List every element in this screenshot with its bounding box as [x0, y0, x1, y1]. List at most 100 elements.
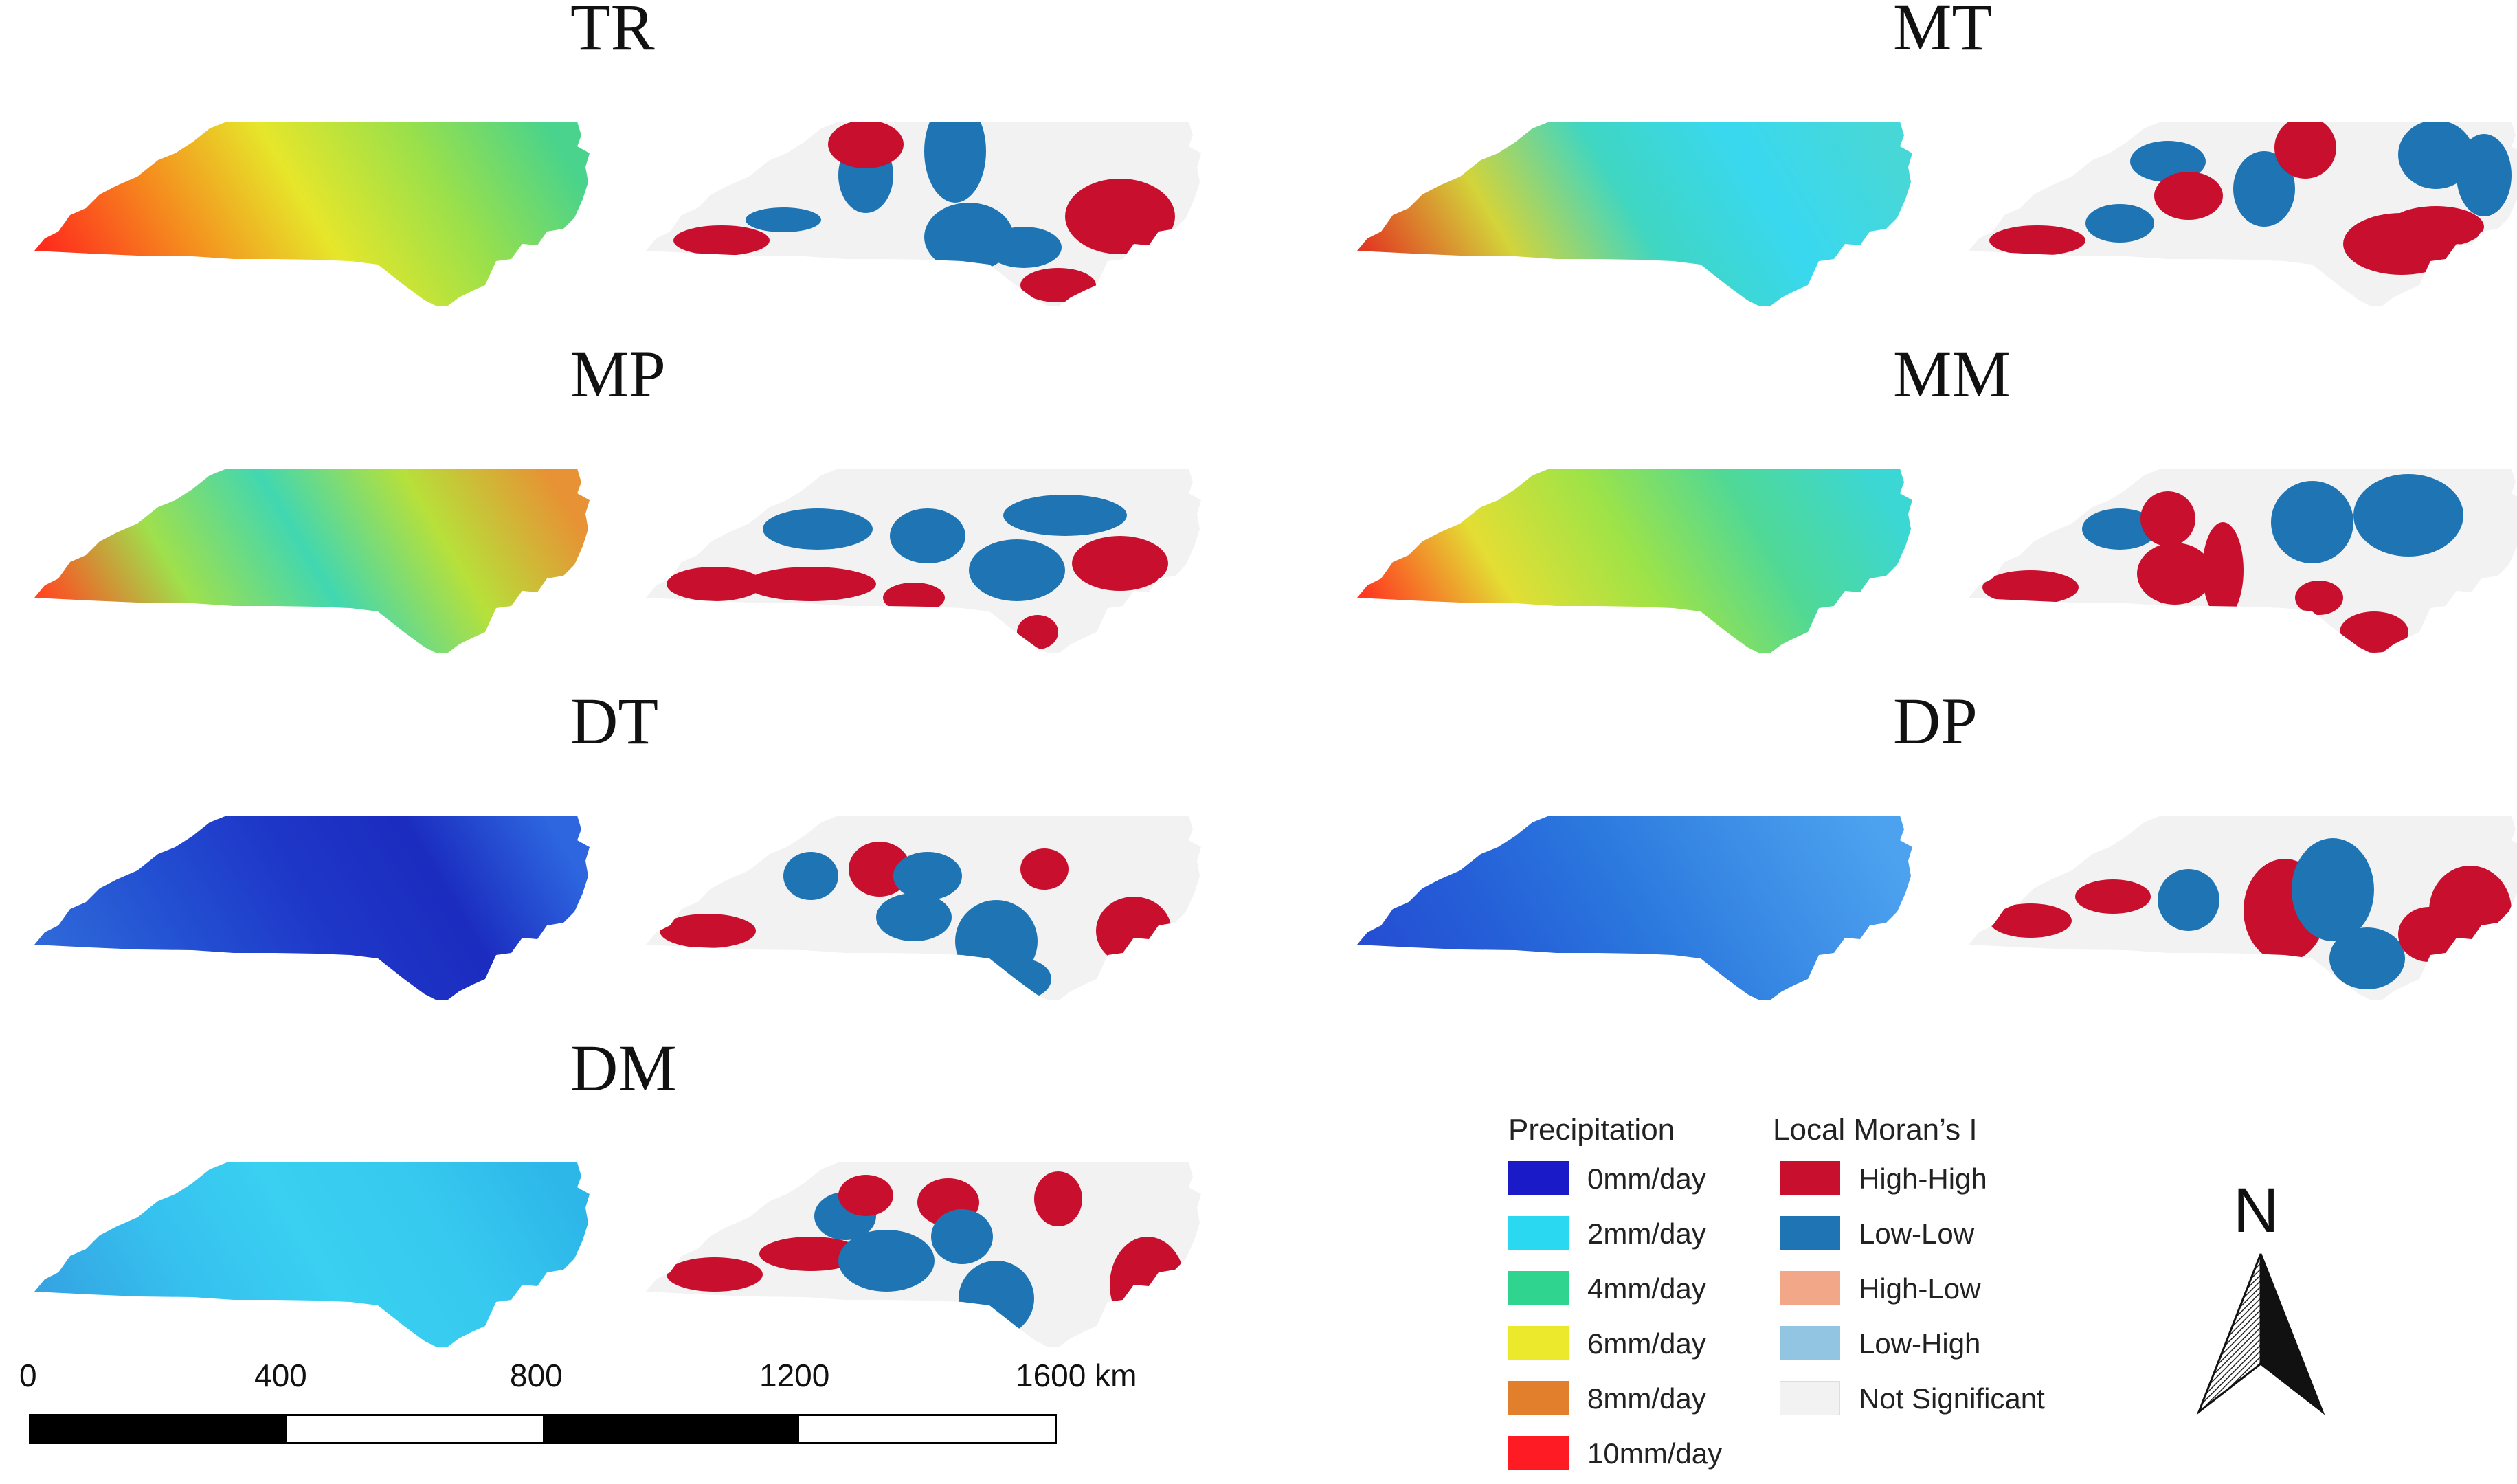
high-high-cluster — [667, 567, 763, 601]
high-high-cluster — [2154, 172, 2223, 220]
low-low-cluster — [2271, 481, 2353, 563]
low-low-cluster — [2233, 151, 2295, 227]
morans-legend-title: Local Moran’s I — [1773, 1113, 1978, 1147]
high-high-cluster — [2398, 907, 2460, 962]
scale-label-800: 800 — [510, 1358, 563, 1393]
local-morans-map — [1962, 79, 2517, 306]
legend-label: Low-Low — [1859, 1217, 1975, 1250]
local-morans-map — [1962, 773, 2517, 1000]
legend-label: High-Low — [1859, 1272, 1981, 1305]
legend-swatch — [1508, 1326, 1569, 1360]
low-low-cluster — [2130, 141, 2206, 182]
scale-label-0: 0 — [19, 1358, 37, 1393]
low-low-cluster — [746, 207, 821, 232]
precipitation-map — [1350, 79, 1914, 306]
high-high-cluster — [883, 583, 945, 613]
panel-title: DM — [570, 1031, 677, 1105]
low-low-cluster — [2082, 508, 2158, 550]
legend-swatch — [1508, 1271, 1569, 1305]
legend-label: Not Significant — [1859, 1382, 2045, 1415]
high-high-cluster — [673, 225, 770, 256]
high-high-cluster — [2295, 581, 2343, 615]
precipitation-surface — [1357, 122, 1912, 306]
precipitation-map-svg — [1357, 122, 1912, 306]
precipitation-map — [27, 773, 591, 1000]
legend-label: 2mm/day — [1587, 1217, 1706, 1250]
high-high-cluster — [828, 122, 904, 168]
local-morans-map — [639, 773, 1202, 1000]
low-low-cluster — [2085, 204, 2154, 243]
legend-swatch — [1780, 1161, 1840, 1195]
precipitation-map — [1350, 426, 1914, 653]
low-low-cluster — [783, 852, 838, 900]
high-high-cluster — [1017, 615, 1058, 649]
low-low-cluster — [2329, 928, 2405, 989]
precipitation-map-svg — [1357, 469, 1912, 653]
scale-label-400: 400 — [254, 1358, 307, 1393]
low-low-cluster — [989, 958, 1051, 1000]
panel-title: MT — [1893, 0, 1992, 64]
north-arrow-label: N — [2233, 1176, 2279, 1246]
high-high-cluster — [2075, 879, 2151, 914]
scale-segment-2 — [287, 1416, 543, 1442]
local-morans-map-svg — [1969, 469, 2517, 653]
low-low-cluster — [890, 508, 965, 563]
legend-label: 0mm/day — [1587, 1162, 1706, 1195]
low-low-cluster — [2158, 869, 2219, 931]
panel-title: MP — [570, 337, 666, 411]
high-high-cluster — [1110, 1237, 1185, 1333]
local-morans-map — [1962, 426, 2517, 653]
precipitation-surface — [34, 816, 590, 1000]
high-high-cluster — [1982, 570, 2079, 605]
precipitation-map — [27, 1120, 591, 1347]
panel-title: TR — [570, 0, 655, 64]
high-high-cluster — [1034, 1171, 1082, 1226]
legend-label: Low-High — [1859, 1327, 1981, 1360]
precipitation-map-svg — [34, 122, 590, 306]
low-low-cluster — [959, 1261, 1034, 1336]
legend-label: 8mm/day — [1587, 1382, 1706, 1415]
panel-mm: MM — [1323, 341, 2517, 690]
precipitation-surface — [34, 469, 590, 653]
precipitation-surface — [1357, 469, 1912, 653]
low-low-cluster — [2457, 134, 2512, 216]
low-low-cluster — [876, 893, 952, 941]
local-morans-map-svg — [1969, 122, 2517, 306]
local-morans-map-svg — [646, 1162, 1201, 1347]
scale-label-1200: 1200 — [759, 1358, 830, 1393]
panel-title: DP — [1893, 684, 1978, 758]
low-low-cluster — [2398, 122, 2474, 189]
panel-dt: DT — [0, 688, 1306, 1037]
panel-mp: MP — [0, 341, 1306, 690]
precipitation-legend-title: Precipitation — [1508, 1113, 1675, 1147]
precipitation-map — [27, 426, 591, 653]
precipitation-map-svg — [34, 1162, 590, 1347]
high-high-cluster — [2140, 491, 2195, 546]
local-morans-map — [639, 79, 1202, 306]
legend-swatch — [1780, 1326, 1840, 1360]
legend-swatch — [1508, 1436, 1569, 1470]
local-morans-map-svg — [646, 816, 1201, 1000]
high-high-cluster — [2274, 122, 2336, 179]
legend-swatch — [1780, 1381, 1840, 1415]
north-arrow-left-half — [2196, 1253, 2262, 1415]
local-morans-map — [639, 426, 1202, 653]
precipitation-map-svg — [34, 469, 590, 653]
legend-swatch — [1780, 1271, 1840, 1305]
local-morans-map — [639, 1120, 1202, 1347]
precipitation-surface — [34, 122, 590, 306]
high-high-cluster — [2340, 611, 2408, 653]
low-low-cluster — [1003, 495, 1127, 536]
panel-title: MM — [1893, 337, 2011, 411]
high-high-cluster — [1989, 903, 2072, 938]
precipitation-surface — [34, 1162, 590, 1347]
high-high-cluster — [746, 567, 876, 601]
low-low-cluster — [838, 1230, 935, 1292]
local-morans-map-svg — [1969, 816, 2517, 1000]
not-significant-area — [646, 122, 1201, 306]
low-low-cluster — [986, 227, 1062, 268]
scale-label-1600: 1600 km — [1016, 1358, 1137, 1393]
high-high-cluster — [2137, 543, 2213, 605]
precipitation-map — [1350, 773, 1914, 1000]
high-high-cluster — [759, 1237, 862, 1271]
